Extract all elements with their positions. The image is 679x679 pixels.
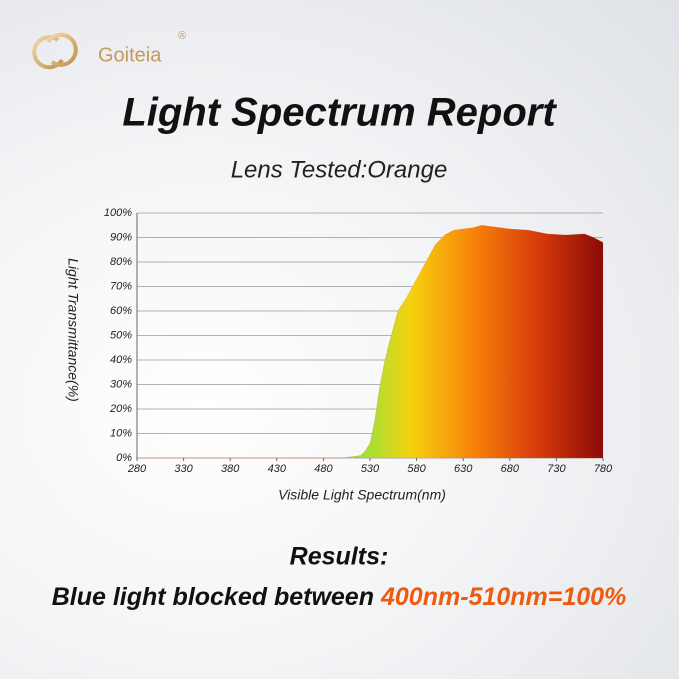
x-axis-label: Visible Light Spectrum(nm) <box>278 487 446 503</box>
results-line: Blue light blocked between 400nm-510nm=10… <box>52 583 627 611</box>
x-tick-label: 630 <box>454 463 473 475</box>
y-tick-label: 90% <box>110 231 132 243</box>
y-tick-label: 60% <box>110 305 132 317</box>
results-text: Blue light blocked between <box>52 583 374 611</box>
x-tick-label: 280 <box>127 463 147 475</box>
y-tick-label: 10% <box>110 427 132 439</box>
logo-icon <box>32 32 78 70</box>
y-tick-label: 50% <box>110 329 132 341</box>
y-tick-label: 100% <box>104 207 132 219</box>
x-tick-label: 730 <box>547 463 566 475</box>
y-tick-label: 20% <box>109 403 132 415</box>
y-tick-label: 0% <box>116 452 132 464</box>
chart-subtitle: Lens Tested:Orange <box>231 156 448 183</box>
brand-mark: ® <box>178 30 186 42</box>
spectrum-area <box>137 224 604 459</box>
x-tick-label: 580 <box>407 463 426 475</box>
results-highlight: 400nm-510nm=100% <box>380 583 626 611</box>
x-tick-label: 430 <box>268 463 287 475</box>
y-tick-label: 40% <box>110 354 132 366</box>
x-tick-label: 330 <box>174 463 193 475</box>
y-tick-label: 30% <box>110 378 132 390</box>
brand-name: Goiteia <box>98 44 162 66</box>
x-tick-label: 680 <box>501 463 520 475</box>
y-axis-label: Light Transmittance(%) <box>65 258 81 402</box>
x-tick-label: 530 <box>361 463 380 475</box>
x-tick-label: 780 <box>594 463 613 475</box>
results-heading: Results: <box>290 543 389 571</box>
chart-title: Light Spectrum Report <box>122 91 557 135</box>
y-tick-label: 70% <box>110 280 132 292</box>
y-tick-label: 80% <box>110 256 132 268</box>
x-tick-label: 380 <box>221 463 240 475</box>
x-tick-label: 480 <box>314 463 333 475</box>
